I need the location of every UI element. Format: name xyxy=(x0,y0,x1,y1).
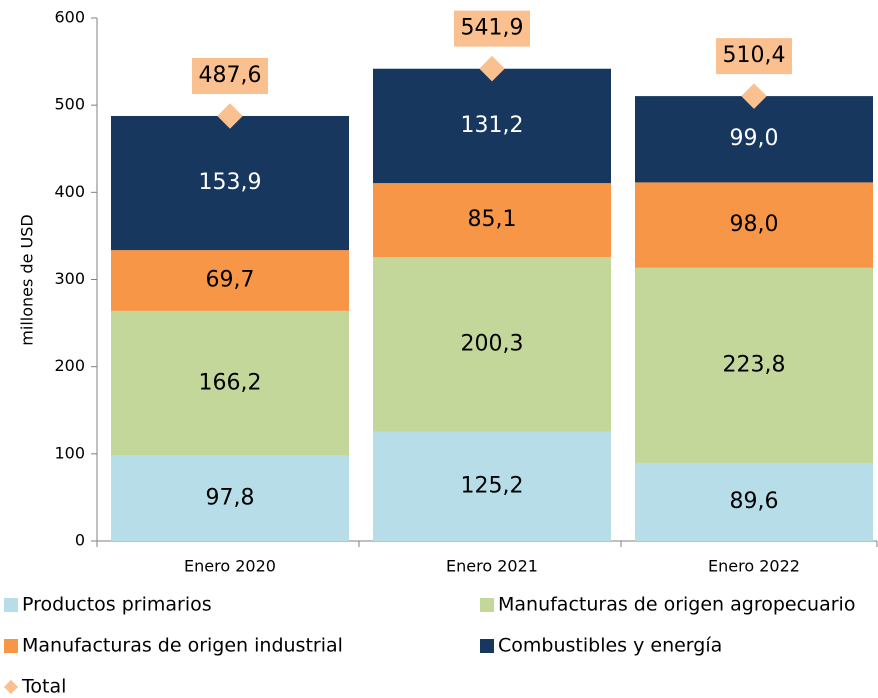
total-label-box xyxy=(192,57,268,94)
total-label: 487,6 xyxy=(199,63,262,88)
bar-segment xyxy=(373,183,611,258)
bar-segment xyxy=(111,310,349,456)
y-tick-label: 0 xyxy=(75,531,85,550)
data-label: 125,2 xyxy=(461,473,524,498)
y-tick-label: 400 xyxy=(54,182,85,201)
legend-swatch xyxy=(480,639,494,653)
x-tick-label: Enero 2021 xyxy=(446,557,538,576)
y-tick-label: 100 xyxy=(54,443,85,462)
legend-swatch xyxy=(4,598,18,612)
y-tick-label: 500 xyxy=(54,95,85,114)
bar-segment xyxy=(635,462,873,541)
data-label: 223,8 xyxy=(723,352,786,377)
y-axis-label: millones de USD xyxy=(18,214,37,345)
y-tick-label: 300 xyxy=(54,269,85,288)
legend-label: Total xyxy=(21,676,66,698)
data-label: 153,9 xyxy=(199,170,262,195)
y-tick-label: 200 xyxy=(54,356,85,375)
bar-segment xyxy=(111,455,349,541)
data-label: 131,2 xyxy=(461,113,524,138)
legend-swatch xyxy=(480,598,494,612)
bar-segment xyxy=(635,96,873,183)
x-tick-label: Enero 2022 xyxy=(708,557,800,576)
y-tick-label: 600 xyxy=(54,8,85,27)
legend-label: Productos primarios xyxy=(22,594,212,616)
total-label-box xyxy=(454,10,530,47)
bar-segment xyxy=(111,115,349,251)
bar-segment xyxy=(111,250,349,311)
bar-segment xyxy=(635,182,873,268)
bar-segment xyxy=(373,68,611,184)
legend-swatch xyxy=(3,679,19,695)
total-label: 510,4 xyxy=(723,43,786,68)
data-label: 85,1 xyxy=(468,207,517,232)
data-label: 99,0 xyxy=(730,126,779,151)
data-label: 200,3 xyxy=(461,332,524,357)
bar-segment xyxy=(635,267,873,463)
data-label: 166,2 xyxy=(199,370,262,395)
x-tick-label: Enero 2020 xyxy=(184,557,276,576)
total-marker xyxy=(479,55,505,82)
legend-label: Combustibles y energía xyxy=(498,635,722,657)
data-label: 97,8 xyxy=(206,485,255,510)
total-marker xyxy=(741,83,767,109)
bar-segment xyxy=(373,431,611,541)
bar-segment xyxy=(373,257,611,432)
total-label-box xyxy=(716,38,792,75)
data-label: 89,6 xyxy=(730,489,779,514)
legend-label: Manufacturas de origen industrial xyxy=(22,635,343,657)
data-label: 98,0 xyxy=(730,212,779,237)
legend-label: Manufacturas de origen agropecuario xyxy=(498,594,855,616)
legend-swatch xyxy=(4,639,18,653)
data-label: 69,7 xyxy=(206,268,255,293)
total-label: 541,9 xyxy=(461,16,524,41)
